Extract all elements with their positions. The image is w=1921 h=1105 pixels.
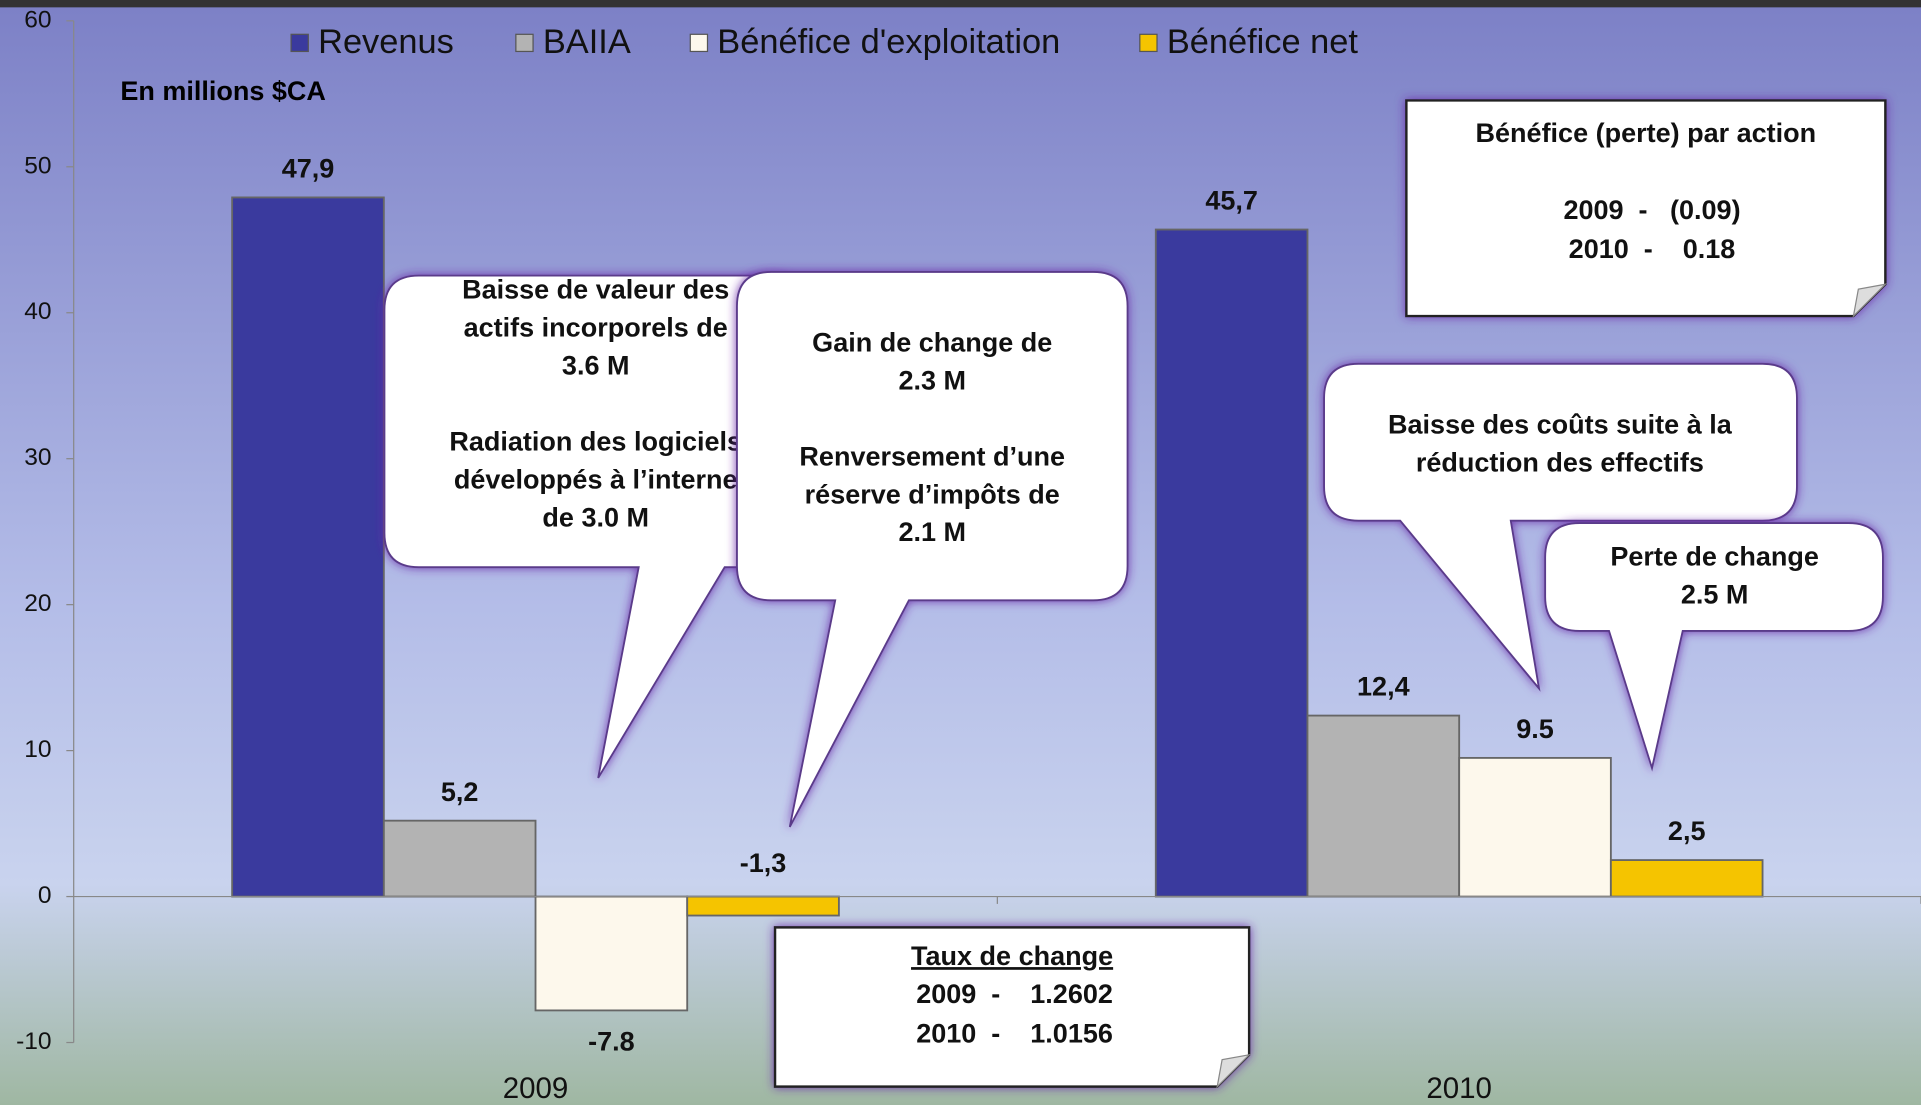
bar — [534, 895, 689, 1012]
y-tick-label: 50 — [24, 152, 51, 179]
legend-swatch — [689, 33, 709, 53]
annotations: Baisse de valeur des actifs incorporels d… — [383, 99, 1888, 1089]
bar — [1306, 714, 1461, 898]
bar — [1458, 756, 1612, 898]
callout-text: Baisse de valeur des — [462, 275, 729, 305]
callout-bubble — [1323, 362, 1798, 692]
note-fold — [1852, 283, 1888, 318]
callout-text: développés à l’interne — [454, 465, 738, 495]
callout-text: Perte de change — [1610, 542, 1819, 572]
callout: Perte de change 2.5 M — [1544, 522, 1884, 772]
legend-label: Revenus — [318, 23, 454, 61]
callout-bubble — [1544, 522, 1884, 772]
callout-text: Gain de change de — [812, 327, 1052, 357]
value-label: 12,4 — [1357, 672, 1410, 702]
eps-line: 2010 - 0.18 — [1569, 234, 1736, 264]
legend-swatch — [290, 33, 309, 53]
bar — [1154, 228, 1309, 898]
y-tick-label: 30 — [24, 444, 51, 471]
bar — [382, 819, 537, 898]
callout-text: réduction des effectifs — [1416, 447, 1704, 477]
legend-label: Bénéfice net — [1167, 23, 1359, 61]
bar — [231, 196, 385, 898]
legend-swatch — [1139, 33, 1158, 53]
value-label: -1,3 — [740, 848, 787, 878]
callout-text: Renversement d’une — [799, 441, 1065, 471]
value-label: 47,9 — [282, 154, 335, 184]
fx-line: 2010 - 1.0156 — [916, 1018, 1113, 1048]
callout-text: de 3.0 M — [542, 503, 649, 533]
y-tick-label: -10 — [16, 1028, 51, 1055]
callout: Gain de change de 2.3 M Renversement d’une… — [736, 271, 1129, 828]
y-tick-label: 20 — [24, 590, 51, 617]
eps-title: Bénéfice (perte) par action — [1476, 118, 1817, 148]
callout-text: actifs incorporels de — [464, 313, 728, 343]
callout-text: 2.5 M — [1681, 580, 1749, 610]
y-tick-label: 40 — [24, 298, 51, 325]
note-fold — [1216, 1053, 1251, 1089]
callout: Baisse des coûts suite à la réduction des… — [1323, 362, 1798, 692]
legend-label: Bénéfice d'exploitation — [717, 23, 1060, 61]
value-label: -7.8 — [588, 1027, 635, 1057]
legend-label: BAIIA — [543, 23, 631, 61]
callout: Baisse de valeur des actifs incorporels d… — [383, 275, 806, 779]
y-tick-label: 10 — [24, 736, 51, 763]
eps-box: Bénéfice (perte) par action 2009 - (0.09)… — [1405, 99, 1888, 318]
callout-text: 3.6 M — [562, 351, 630, 381]
x-tick-label: 2009 — [503, 1072, 569, 1105]
legend-swatch — [515, 33, 534, 53]
y-tick-label: 60 — [24, 6, 51, 33]
value-label: 45,7 — [1205, 186, 1258, 216]
callout-text: réserve d’impôts de — [805, 479, 1060, 509]
subtitle: En millions $CA — [120, 76, 326, 106]
value-label: 5,2 — [441, 777, 479, 807]
fx-line: 2009 - 1.2602 — [916, 979, 1113, 1009]
callout-text: 2.1 M — [898, 517, 966, 547]
bar — [686, 895, 840, 917]
callout-text: Radiation des logiciels — [449, 427, 742, 457]
bar — [1609, 859, 1764, 898]
x-tick-label: 2010 — [1426, 1072, 1492, 1105]
callout-bubble — [736, 271, 1129, 828]
value-label: 9.5 — [1516, 714, 1554, 744]
y-tick-label: 0 — [38, 882, 52, 909]
fx-title: Taux de change — [911, 941, 1113, 971]
callout-text: Baisse des coûts suite à la — [1388, 409, 1733, 439]
callout-text: 2.3 M — [898, 365, 966, 395]
fx-box: Taux de change 2009 - 1.2602 2010 - 1.0156 — [773, 926, 1251, 1089]
value-label: 2,5 — [1668, 816, 1706, 846]
top-strip — [0, 0, 1921, 8]
eps-line: 2009 - (0.09) — [1563, 195, 1740, 225]
